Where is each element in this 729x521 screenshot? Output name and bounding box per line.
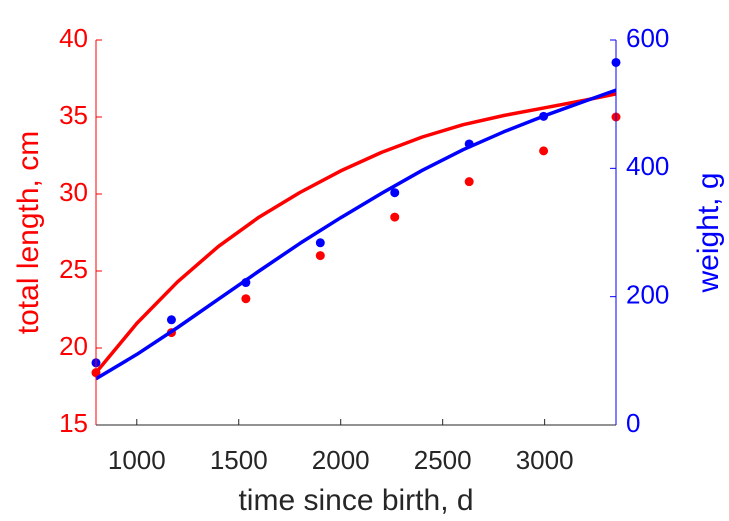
length-data-point xyxy=(539,146,549,156)
left-y-tick-label: 40 xyxy=(59,23,88,53)
length-fit-line xyxy=(94,92,617,374)
left-y-tick-label: 35 xyxy=(59,100,88,130)
right-y-axis-label: weight, g xyxy=(692,172,725,293)
length-data-point xyxy=(464,177,474,187)
x-axis-label: time since birth, d xyxy=(238,484,473,517)
length-data-point xyxy=(241,294,251,304)
right-y-tick-label: 0 xyxy=(626,408,640,438)
left-y-axis-label: total length, cm xyxy=(12,131,45,334)
x-tick-label: 1500 xyxy=(210,445,268,475)
right-y-tick-label: 600 xyxy=(626,23,669,53)
right-y-tick-label: 200 xyxy=(626,280,669,310)
plot-area xyxy=(91,57,621,381)
length-data-point xyxy=(315,251,325,261)
x-axis-ticks: 1000 1500 2000 2500 3000 xyxy=(108,419,574,475)
left-y-tick-label: 15 xyxy=(59,408,88,438)
length-data-point xyxy=(390,212,400,222)
weight-data-point xyxy=(315,238,325,248)
right-y-tick-label: 400 xyxy=(626,151,669,181)
left-y-axis-ticks: 15 20 25 30 35 40 xyxy=(59,23,102,438)
weight-data-point xyxy=(166,315,176,325)
x-tick-label: 2500 xyxy=(414,445,472,475)
x-tick-label: 2000 xyxy=(312,445,370,475)
weight-data-point xyxy=(390,188,400,198)
weight-fit-line xyxy=(95,88,617,381)
right-y-axis-ticks: 0 200 400 600 xyxy=(610,23,669,438)
x-tick-label: 1000 xyxy=(108,445,166,475)
left-y-tick-label: 20 xyxy=(59,331,88,361)
left-y-tick-label: 25 xyxy=(59,254,88,284)
left-y-tick-label: 30 xyxy=(59,177,88,207)
x-tick-label: 3000 xyxy=(516,445,574,475)
